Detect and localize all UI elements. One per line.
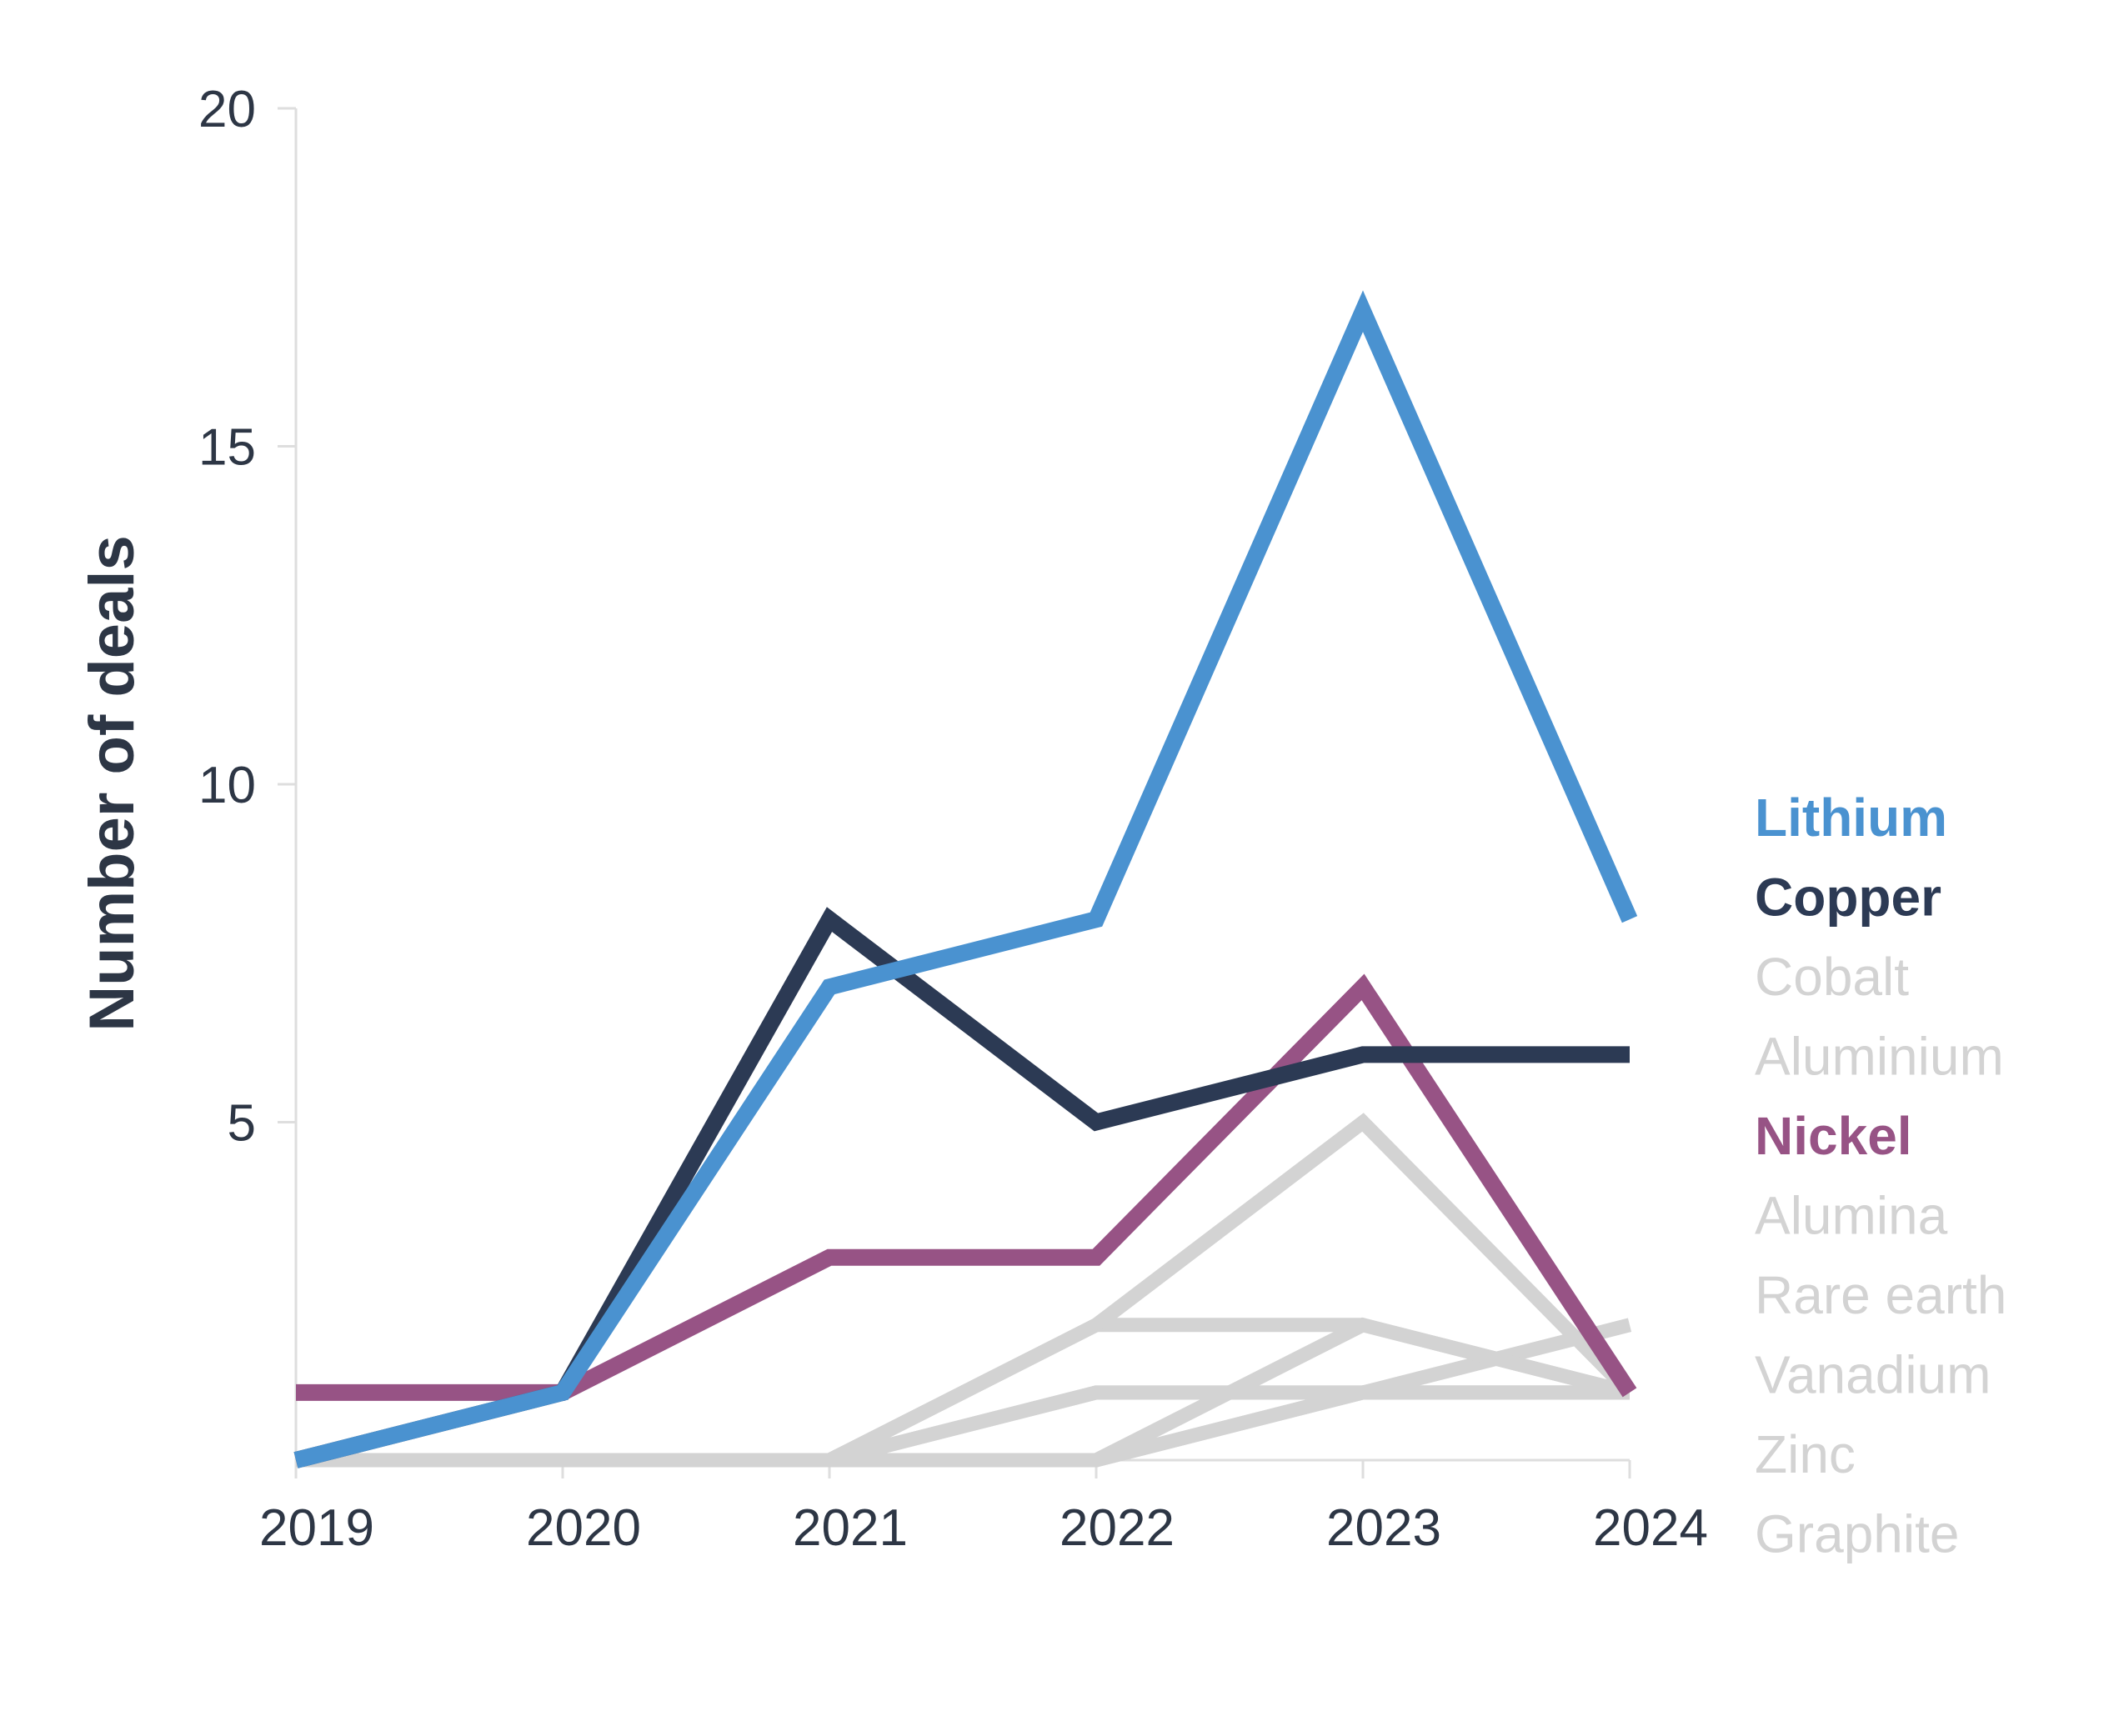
x-tick-label: 2021 — [793, 1499, 908, 1557]
y-tick-label: 20 — [198, 81, 256, 138]
legend-item-graphite: Graphite — [1755, 1504, 1959, 1564]
legend-item-lithium: Lithium — [1755, 788, 1947, 848]
legend-item-rare-earth: Rare earth — [1755, 1265, 2006, 1325]
legend: Lithium Copper Cobalt Aluminium Nickel Alumin… — [1755, 788, 2006, 1564]
legend-item-nickel: Nickel — [1755, 1106, 1912, 1166]
y-tick-label: 5 — [228, 1095, 256, 1153]
x-tick-label: 2022 — [1060, 1499, 1175, 1557]
legend-item-cobalt: Cobalt — [1755, 947, 1909, 1007]
axes: 5 10 15 20 2019 2020 2021 2022 2023 2024 — [198, 81, 1708, 1557]
x-tick-label: 2020 — [526, 1499, 641, 1557]
x-tick-label: 2019 — [259, 1499, 374, 1557]
x-tick-label: 2024 — [1593, 1499, 1708, 1557]
x-tick-label: 2023 — [1326, 1499, 1441, 1557]
legend-item-copper: Copper — [1755, 868, 1941, 928]
y-tick-label: 15 — [198, 419, 256, 477]
y-tick-label: 10 — [198, 757, 256, 814]
series-line-cobalt — [296, 1385, 1630, 1468]
legend-item-aluminium: Aluminium — [1755, 1027, 2004, 1087]
legend-item-vanadium: Vanadium — [1755, 1345, 1991, 1405]
series-line-lithium — [293, 290, 1638, 1468]
y-axis-title: Number of deals — [77, 535, 148, 1031]
legend-item-zinc: Zinc — [1755, 1424, 1856, 1484]
series-lines — [293, 290, 1638, 1468]
legend-item-alumina: Alumina — [1755, 1186, 1948, 1246]
